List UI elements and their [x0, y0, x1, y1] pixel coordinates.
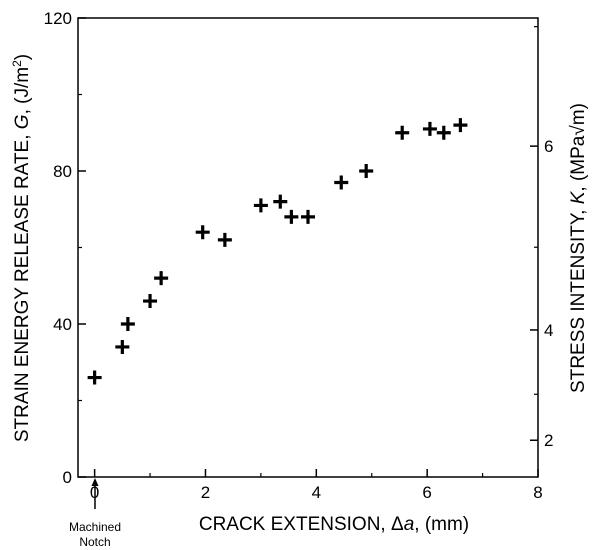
data-point — [115, 339, 130, 354]
data-point — [217, 232, 232, 247]
data-point — [284, 209, 299, 224]
notch-arrow-head — [91, 478, 99, 486]
data-point — [253, 198, 268, 213]
data-point — [436, 125, 451, 140]
data-point — [301, 209, 315, 224]
x-tick-label: 4 — [312, 483, 321, 502]
data-point — [120, 317, 135, 331]
y-axis-right: 2 4 6 — [530, 26, 553, 450]
data-point — [154, 271, 169, 286]
y2-axis-title: STRESS INTENSITY, K, (MPa√m) — [568, 103, 589, 393]
y2-tick-label: 2 — [544, 431, 553, 450]
data-point — [195, 225, 210, 240]
data-point — [395, 125, 410, 140]
y-tick-label: 120 — [44, 9, 72, 28]
y-tick-label: 0 — [63, 468, 72, 487]
x-tick-label: 2 — [201, 483, 210, 502]
data-point — [359, 164, 374, 178]
data-point — [273, 194, 288, 209]
data-point — [143, 294, 158, 309]
data-point — [87, 370, 102, 385]
x-axis: 02468 — [90, 469, 543, 502]
y2-tick-label: 6 — [544, 137, 553, 156]
machined-notch-annotation: Machined Notch — [69, 478, 121, 549]
x-tick-label: 6 — [422, 483, 431, 502]
data-points — [87, 118, 468, 385]
data-point — [453, 118, 468, 133]
notch-label-line-1: Machined — [69, 520, 121, 534]
y-tick-label: 80 — [53, 162, 72, 181]
data-point — [334, 175, 349, 190]
x-axis-title: CRACK EXTENSION, Δa, (mm) — [199, 514, 469, 535]
notch-label-line-2: Notch — [79, 535, 110, 549]
y-axis-title: STRAIN ENERGY RELEASE RATE, G, (J/m2) — [10, 54, 33, 442]
y-axis-left: 0 40 80 120 — [44, 9, 86, 487]
plot-frame — [77, 17, 539, 478]
x-tick-label: 8 — [533, 483, 542, 502]
data-point — [422, 121, 437, 136]
y2-tick-label: 4 — [544, 321, 553, 340]
y-tick-label: 40 — [53, 315, 72, 334]
